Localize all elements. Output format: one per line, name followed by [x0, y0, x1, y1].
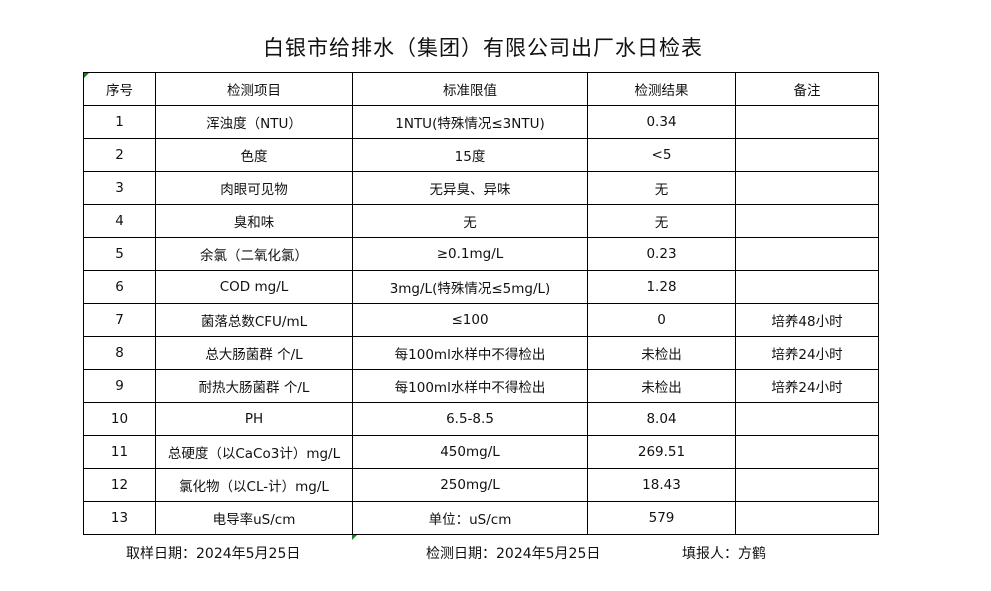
cell-index[interactable]: 序号: [83, 72, 156, 106]
cell-item[interactable]: PH: [155, 402, 353, 436]
cell-index[interactable]: 3: [83, 171, 156, 205]
cell-item[interactable]: 菌落总数CFU/mL: [155, 303, 353, 337]
table-row: 13 电导率uS/cm 单位：uS/cm 579: [83, 501, 879, 535]
table-header-row: 序号 检测项目 标准限值 检测结果 备注: [83, 72, 879, 106]
cell-standard[interactable]: 15度: [352, 138, 588, 172]
cell-standard[interactable]: 无: [352, 204, 588, 238]
cell-item[interactable]: 色度: [155, 138, 353, 172]
sampling-date: 取样日期：2024年5月25日: [126, 546, 301, 562]
table-row: 2 色度 15度 <5: [83, 138, 879, 172]
cell-item[interactable]: 余氯（二氧化氯）: [155, 237, 353, 271]
cell-result[interactable]: 269.51: [587, 435, 736, 469]
cell-standard[interactable]: ≤100: [352, 303, 588, 337]
cell-item[interactable]: 耐热大肠菌群 个/L: [155, 369, 353, 403]
cell-remark[interactable]: 培养48小时: [735, 303, 879, 337]
cell-index[interactable]: 7: [83, 303, 156, 337]
cell-standard[interactable]: 标准限值: [352, 72, 588, 106]
cell-index[interactable]: 12: [83, 468, 156, 502]
reporter: 填报人：方鹤: [682, 546, 766, 562]
cell-result[interactable]: 0: [587, 303, 736, 337]
cell-item[interactable]: 臭和味: [155, 204, 353, 238]
cell-remark[interactable]: [735, 138, 879, 172]
document-title: 白银市给排水（集团）有限公司出厂水日检表: [263, 36, 703, 60]
cell-remark[interactable]: [735, 501, 879, 535]
cell-result[interactable]: 未检出: [587, 336, 736, 370]
cell-remark[interactable]: [735, 435, 879, 469]
cell-remark[interactable]: [735, 237, 879, 271]
cell-item[interactable]: 电导率uS/cm: [155, 501, 353, 535]
table-row: 1 浑浊度（NTU） 1NTU(特殊情况≤3NTU) 0.34: [83, 105, 879, 139]
cell-item[interactable]: 检测项目: [155, 72, 353, 106]
cell-remark[interactable]: [735, 402, 879, 436]
cell-index[interactable]: 9: [83, 369, 156, 403]
cell-index[interactable]: 5: [83, 237, 156, 271]
cell-standard[interactable]: 3mg/L(特殊情况≤5mg/L): [352, 270, 588, 304]
cell-result[interactable]: 579: [587, 501, 736, 535]
cell-result[interactable]: 18.43: [587, 468, 736, 502]
cell-result[interactable]: 0.23: [587, 237, 736, 271]
cell-result[interactable]: 未检出: [587, 369, 736, 403]
cell-result[interactable]: 8.04: [587, 402, 736, 436]
cell-index[interactable]: 11: [83, 435, 156, 469]
test-date: 检测日期：2024年5月25日: [426, 546, 601, 562]
cell-standard[interactable]: 无异臭、异味: [352, 171, 588, 205]
cell-marker: [84, 73, 89, 78]
cell-item[interactable]: 氯化物（以CL-计）mg/L: [155, 468, 353, 502]
cell-remark[interactable]: 培养24小时: [735, 369, 879, 403]
cell-item[interactable]: 浑浊度（NTU）: [155, 105, 353, 139]
table-row: 8 总大肠菌群 个/L 每100ml水样中不得检出 未检出 培养24小时: [83, 336, 879, 370]
cell-item[interactable]: 总硬度（以CaCo3计）mg/L: [155, 435, 353, 469]
cell-remark[interactable]: [735, 171, 879, 205]
cell-index[interactable]: 4: [83, 204, 156, 238]
cell-remark[interactable]: [735, 105, 879, 139]
cell-index[interactable]: 10: [83, 402, 156, 436]
cell-result[interactable]: 0.34: [587, 105, 736, 139]
table-row: 5 余氯（二氧化氯） ≥0.1mg/L 0.23: [83, 237, 879, 271]
cell-remark[interactable]: 备注: [735, 72, 879, 106]
cell-result[interactable]: 无: [587, 204, 736, 238]
table-row: 10 PH 6.5-8.5 8.04: [83, 402, 879, 436]
cell-item[interactable]: 肉眼可见物: [155, 171, 353, 205]
cell-index[interactable]: 2: [83, 138, 156, 172]
cell-index[interactable]: 1: [83, 105, 156, 139]
table-row: 7 菌落总数CFU/mL ≤100 0 培养48小时: [83, 303, 879, 337]
cell-result[interactable]: 检测结果: [587, 72, 736, 106]
cell-result[interactable]: 1.28: [587, 270, 736, 304]
cell-remark[interactable]: [735, 204, 879, 238]
cell-standard[interactable]: 每100ml水样中不得检出: [352, 369, 588, 403]
cell-index[interactable]: 13: [83, 501, 156, 535]
table-row: 9 耐热大肠菌群 个/L 每100ml水样中不得检出 未检出 培养24小时: [83, 369, 879, 403]
cell-standard[interactable]: ≥0.1mg/L: [352, 237, 588, 271]
cell-standard[interactable]: 每100ml水样中不得检出: [352, 336, 588, 370]
table-row: 6 COD mg/L 3mg/L(特殊情况≤5mg/L) 1.28: [83, 270, 879, 304]
cell-marker: [352, 535, 357, 540]
cell-remark[interactable]: 培养24小时: [735, 336, 879, 370]
cell-result[interactable]: 无: [587, 171, 736, 205]
cell-standard[interactable]: 6.5-8.5: [352, 402, 588, 436]
cell-index[interactable]: 8: [83, 336, 156, 370]
table-row: 11 总硬度（以CaCo3计）mg/L 450mg/L 269.51: [83, 435, 879, 469]
table-row: 3 肉眼可见物 无异臭、异味无: [83, 171, 879, 205]
cell-standard[interactable]: 单位：uS/cm: [352, 501, 588, 535]
cell-standard[interactable]: 250mg/L: [352, 468, 588, 502]
cell-result[interactable]: <5: [587, 138, 736, 172]
cell-remark[interactable]: [735, 468, 879, 502]
cell-item[interactable]: 总大肠菌群 个/L: [155, 336, 353, 370]
inspection-table: 序号 检测项目 标准限值 检测结果 备注 1 浑浊度（NTU） 1NTU(特殊情况≤3NTU)…: [83, 72, 879, 535]
cell-standard[interactable]: 1NTU(特殊情况≤3NTU): [352, 105, 588, 139]
cell-standard[interactable]: 450mg/L: [352, 435, 588, 469]
cell-item[interactable]: COD mg/L: [155, 270, 353, 304]
table-row: 12 氯化物（以CL-计）mg/L 250mg/L 18.43: [83, 468, 879, 502]
cell-remark[interactable]: [735, 270, 879, 304]
cell-index[interactable]: 6: [83, 270, 156, 304]
table-row: 4 臭和味无无: [83, 204, 879, 238]
